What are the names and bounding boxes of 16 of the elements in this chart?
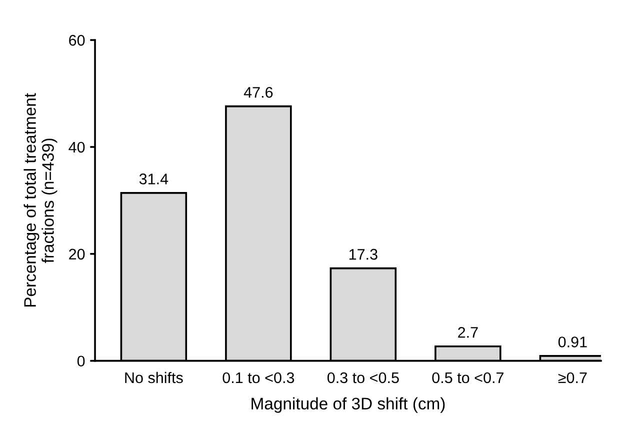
y-tick-label: 40 bbox=[68, 142, 85, 153]
y-tick-label: 0 bbox=[77, 356, 85, 367]
data-label: 2.7 bbox=[458, 326, 478, 338]
data-label: 47.6 bbox=[244, 86, 273, 98]
x-tick-label: ≥0.7 bbox=[558, 372, 587, 384]
y-tick-label: 20 bbox=[69, 248, 85, 260]
x-tick-label: 0.5 to <0.7 bbox=[432, 372, 504, 384]
data-label: 31.4 bbox=[139, 174, 168, 184]
x-axis-title: Magnitude of 3D shift (cm) bbox=[252, 397, 445, 413]
data-label: 17.3 bbox=[349, 248, 378, 260]
x-tick-label: 0.3 to <0.5 bbox=[327, 372, 399, 384]
y-tick-label: 60 bbox=[69, 34, 85, 46]
y-axis-title: Percentage of total treatment fractions (n=439) bbox=[24, 93, 58, 307]
x-tick-label: No shifts bbox=[125, 372, 183, 384]
data-label: 0.91 bbox=[558, 336, 587, 348]
x-tick-label: 0.1 to <0.3 bbox=[222, 372, 294, 384]
